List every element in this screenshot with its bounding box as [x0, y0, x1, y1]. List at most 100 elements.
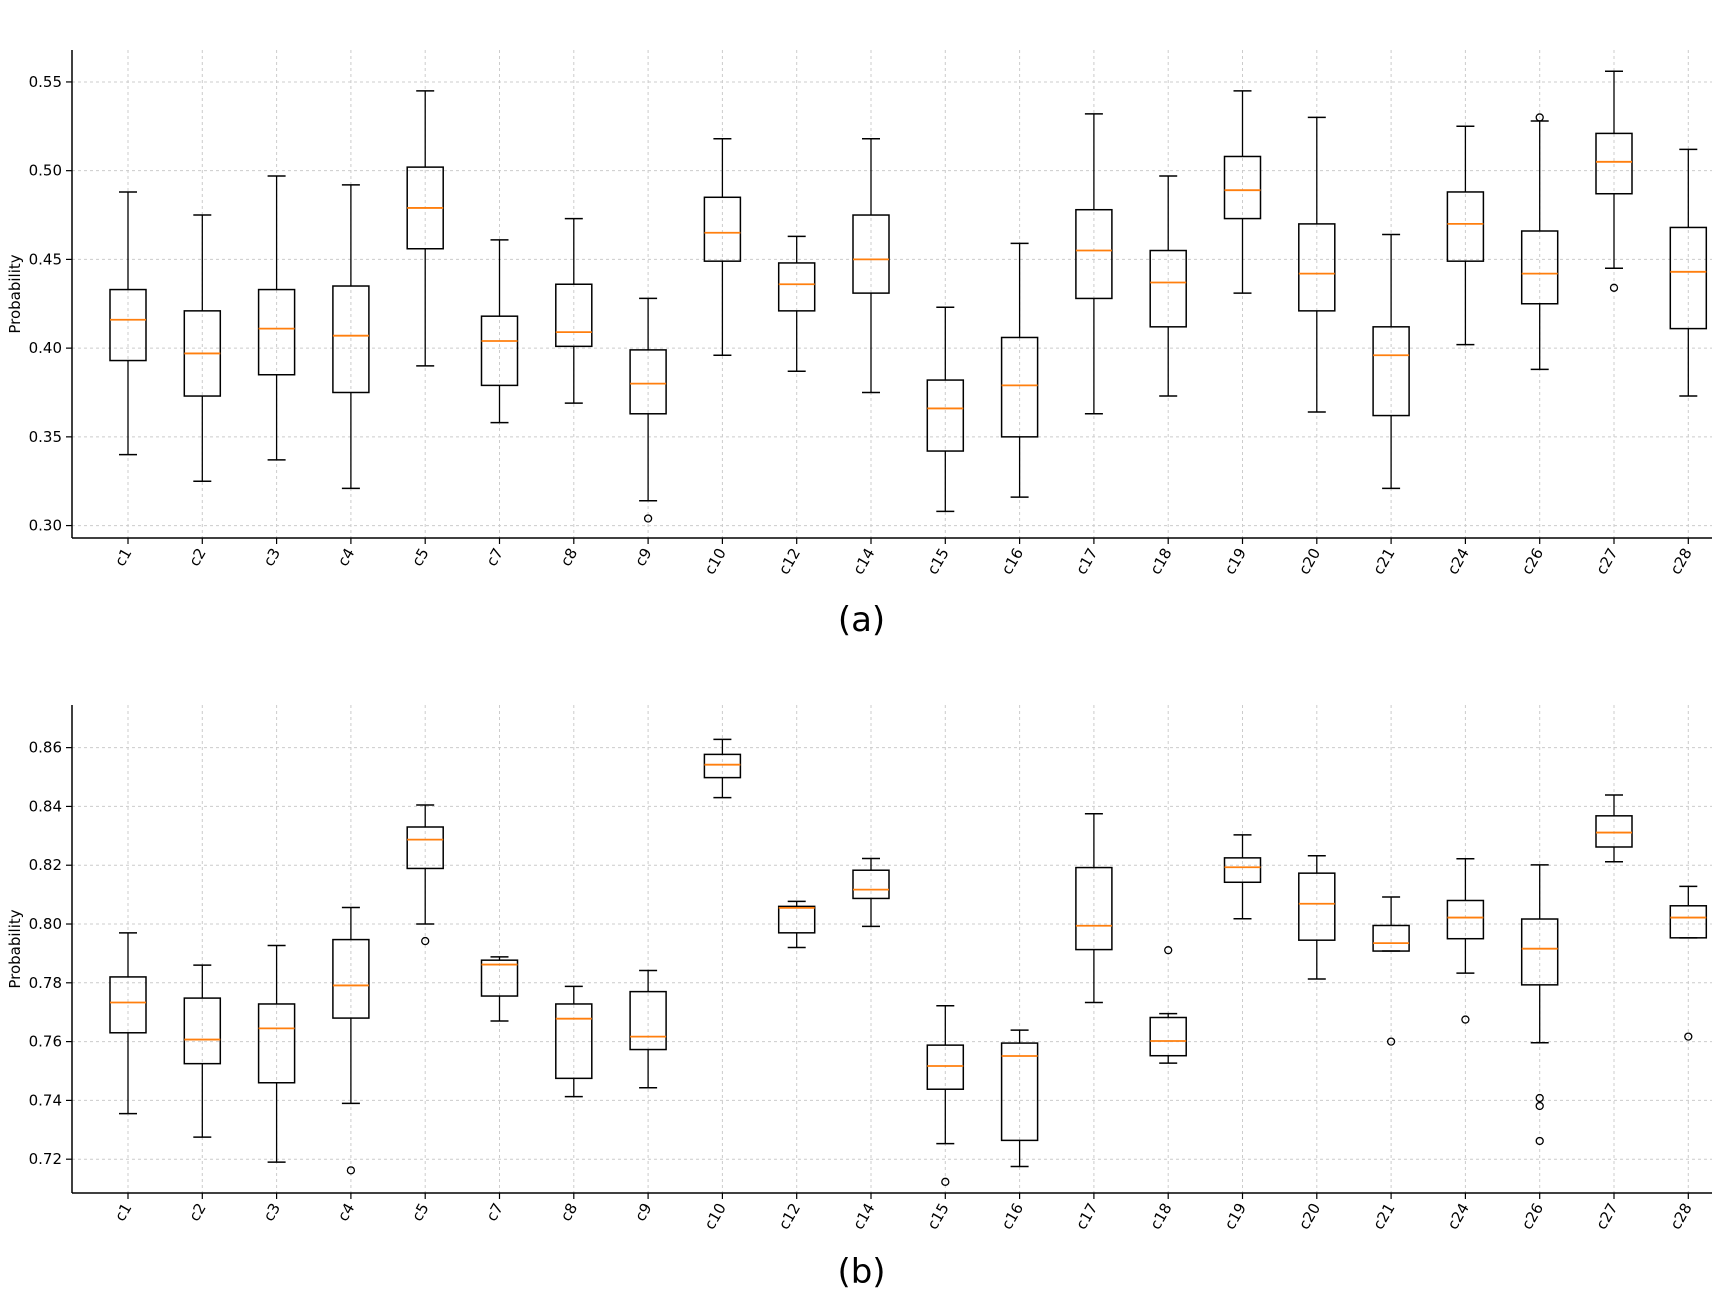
iqr-box	[480, 959, 519, 997]
x-tick-label: c28	[1667, 545, 1696, 578]
y-tick-label: 0.40	[29, 339, 62, 357]
iqr-box	[777, 262, 816, 312]
iqr-box	[852, 869, 890, 900]
iqr-box	[257, 288, 296, 376]
box-c3	[257, 175, 296, 461]
x-tick-label: c26	[1518, 1200, 1547, 1233]
y-tick-label: 0.82	[29, 856, 62, 874]
x-tick-label: c20	[1295, 1200, 1324, 1233]
box-c24	[1446, 857, 1485, 1024]
box-c2	[183, 214, 222, 482]
x-tick-label: c5	[408, 545, 432, 569]
outlier-point	[643, 514, 653, 523]
y-tick-label: 0.86	[29, 739, 62, 757]
box-c18	[1149, 946, 1187, 1064]
x-tick-label: c3	[260, 545, 284, 569]
x-tick-label: c8	[557, 1200, 581, 1224]
y-tick-label: 0.80	[29, 915, 62, 933]
outlier-point	[1684, 1032, 1693, 1041]
iqr-box	[1669, 226, 1708, 330]
iqr-box	[555, 1003, 593, 1080]
box-c28	[1669, 885, 1708, 1041]
x-tick-label: c18	[1146, 545, 1175, 578]
iqr-box	[1446, 191, 1485, 262]
iqr-box	[406, 826, 444, 870]
x-tick-label: c5	[408, 1200, 432, 1224]
iqr-box	[1075, 208, 1113, 300]
box-c8	[555, 217, 593, 404]
box-c4	[332, 906, 370, 1175]
box-c3	[257, 944, 296, 1163]
iqr-box	[1520, 230, 1559, 305]
outlier-point	[1535, 1093, 1544, 1103]
iqr-box	[1372, 924, 1410, 952]
box-plot-a: 0.30 0.35 0.40 0.45 0.50 0.55 Probability c1 c2 c…	[6, 50, 1712, 578]
y-axis-label: Probability	[6, 254, 24, 333]
box-c7	[480, 956, 519, 1022]
box-c8	[555, 985, 593, 1098]
caption-a: (a)	[837, 600, 886, 640]
y-tick-label: 0.78	[29, 974, 62, 992]
box-c9	[629, 969, 667, 1089]
x-tick-label: c7	[482, 1200, 506, 1224]
box-c5	[406, 804, 444, 946]
box-c5	[406, 90, 444, 367]
box-c16	[1000, 242, 1039, 498]
x-tick-label: c27	[1592, 1200, 1621, 1233]
x-tick-label: c9	[631, 545, 655, 569]
outlier-point	[1535, 1136, 1544, 1146]
box-c17	[1075, 813, 1113, 1004]
iqr-box	[109, 976, 147, 1034]
box-c20	[1298, 855, 1336, 980]
x-tick-label: c12	[775, 545, 804, 578]
x-tick-label: c16	[998, 545, 1027, 578]
y-tick-label: 0.55	[29, 73, 62, 91]
y-tick-label: 0.72	[29, 1150, 62, 1168]
box-c2	[183, 964, 222, 1138]
x-tick-label: c15	[924, 545, 953, 578]
box-c20	[1298, 116, 1336, 413]
x-tick-label: c17	[1072, 545, 1101, 578]
box-c17	[1075, 113, 1113, 415]
box-c16	[1000, 1029, 1039, 1168]
outlier-point	[1386, 1037, 1396, 1046]
box-c15	[926, 306, 965, 513]
caption-b: (b)	[837, 1252, 886, 1292]
outlier-point	[1609, 283, 1619, 292]
box-c9	[629, 297, 667, 523]
x-tick-label: c9	[631, 1200, 655, 1224]
x-tick-label: c19	[1221, 545, 1250, 578]
outlier-point	[1535, 113, 1544, 122]
x-tick-label: c3	[260, 1200, 284, 1224]
box-c7	[480, 239, 519, 424]
y-tick-label: 0.30	[29, 517, 62, 535]
iqr-box	[777, 905, 816, 934]
iqr-box	[1149, 1016, 1187, 1057]
iqr-box	[480, 315, 519, 387]
box-c14	[852, 857, 890, 928]
x-tick-label: c26	[1518, 545, 1547, 578]
iqr-box	[1298, 872, 1336, 941]
y-axis-label: Probability	[6, 909, 24, 988]
x-tick-label: c10	[701, 545, 730, 578]
outlier-point	[346, 1166, 356, 1175]
box-c4	[332, 184, 370, 490]
x-tick-label: c12	[775, 1200, 804, 1233]
outlier-point	[1164, 946, 1173, 955]
x-tick-label: c21	[1369, 545, 1398, 578]
x-tick-label: c15	[924, 1200, 953, 1233]
box-c1	[109, 191, 147, 456]
iqr-box	[109, 288, 147, 362]
box-c26	[1520, 113, 1559, 371]
iqr-box	[852, 214, 890, 294]
outlier-point	[1461, 1015, 1470, 1024]
iqr-box	[1520, 918, 1559, 986]
iqr-box	[703, 196, 742, 262]
box-c26	[1520, 864, 1559, 1146]
x-tick-label: c2	[185, 545, 209, 569]
box-c27	[1595, 70, 1633, 292]
x-tick-label: c21	[1369, 1200, 1398, 1233]
outlier-point	[941, 1177, 950, 1186]
iqr-box	[257, 1003, 296, 1084]
iqr-box	[1595, 815, 1633, 848]
